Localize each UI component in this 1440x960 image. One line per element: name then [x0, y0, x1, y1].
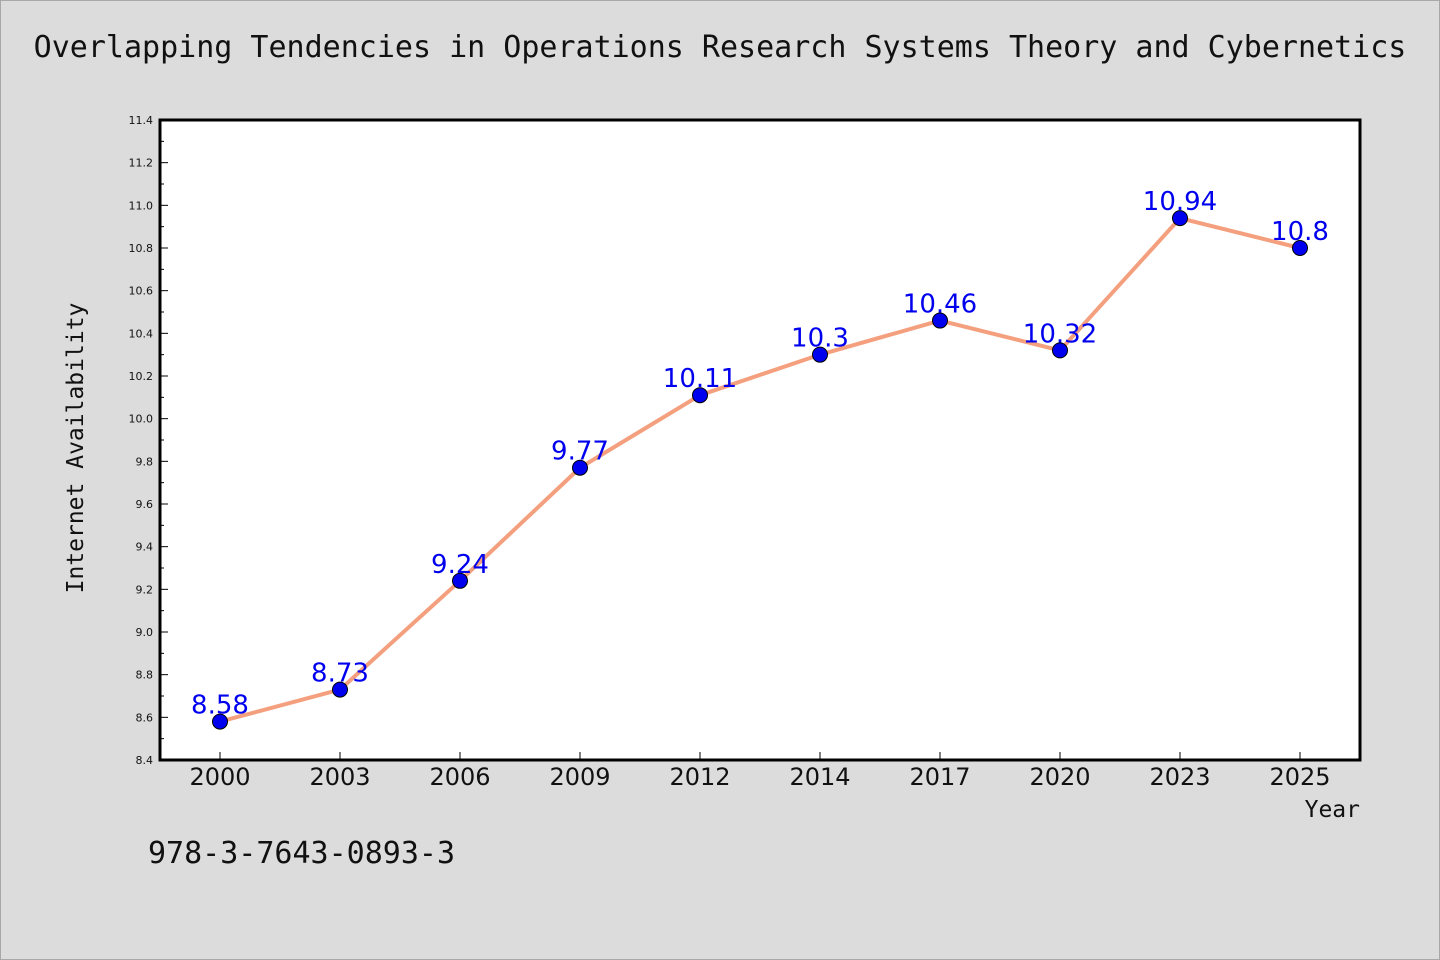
data-label: 10.11 — [663, 364, 737, 394]
x-tick-label: 2014 — [789, 763, 850, 791]
y-tick-label: 11.4 — [129, 114, 154, 127]
data-point — [692, 387, 708, 404]
x-tick-label: 2012 — [669, 763, 730, 791]
x-tick-label: 2017 — [909, 763, 970, 791]
data-point — [1292, 240, 1308, 256]
data-label: 10.94 — [1143, 187, 1217, 217]
data-label: 10.46 — [903, 290, 977, 320]
x-tick-label: 2003 — [309, 763, 370, 791]
chart-title: Overlapping Tendencies in Operations Res… — [33, 30, 1407, 65]
y-tick-label: 9.4 — [136, 541, 154, 554]
y-tick-label: 8.6 — [136, 711, 154, 724]
y-tick-label: 10.8 — [129, 242, 154, 255]
y-tick-label: 8.4 — [136, 754, 154, 767]
y-tick-label: 8.8 — [136, 669, 154, 682]
series-line — [218, 216, 1302, 724]
y-tick-label: 9.0 — [136, 626, 154, 639]
y-tick-label: 10.4 — [129, 327, 154, 340]
y-tick-label: 10.6 — [129, 285, 154, 298]
data-point — [212, 713, 228, 730]
y-tick-label: 11.2 — [129, 157, 154, 170]
x-tick-label: 2025 — [1269, 763, 1330, 791]
data-label: 10.32 — [1023, 319, 1097, 349]
data-point — [572, 459, 588, 476]
data-point — [452, 572, 468, 589]
data-point — [332, 681, 348, 698]
x-tick-label: 2020 — [1029, 763, 1090, 791]
x-tick-label: 2009 — [549, 763, 610, 791]
x-axis-title: Year — [1304, 797, 1360, 823]
y-tick-label: 9.8 — [136, 455, 154, 468]
isbn-annotation: 978-3-7643-0893-3 — [148, 836, 456, 871]
data-label: 8.73 — [311, 659, 369, 689]
x-tick-label: 2000 — [189, 763, 250, 791]
data-label: 8.58 — [191, 691, 249, 721]
y-tick-label: 9.6 — [136, 498, 154, 511]
y-tick-label: 10.0 — [129, 413, 154, 426]
data-point — [812, 346, 828, 363]
y-tick-label: 9.2 — [136, 583, 154, 596]
x-tick-label: 2006 — [429, 763, 490, 791]
data-point — [932, 312, 948, 329]
data-point — [1172, 210, 1188, 227]
data-label: 10.8 — [1271, 217, 1329, 247]
data-label: 9.24 — [431, 550, 489, 580]
data-label: 9.77 — [551, 437, 609, 467]
y-tick-label: 11.0 — [129, 199, 154, 212]
plot-frame — [158, 118, 1362, 762]
data-point — [1052, 342, 1068, 359]
plot-area — [160, 120, 1360, 760]
x-tick-label: 2023 — [1149, 763, 1210, 791]
y-tick-label: 10.2 — [129, 370, 154, 383]
data-label: 10.3 — [791, 324, 849, 354]
